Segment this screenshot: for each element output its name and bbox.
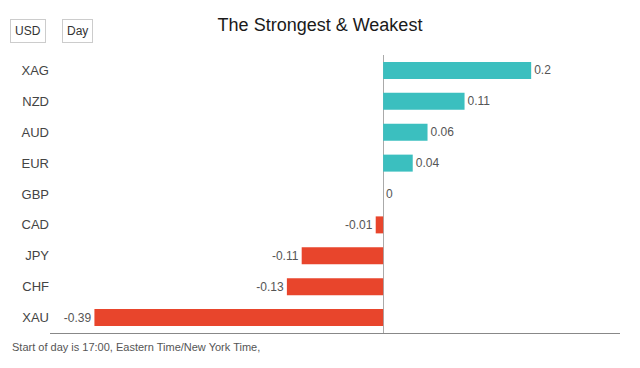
svg-text:NZD: NZD	[22, 94, 49, 109]
svg-text:-0.39: -0.39	[64, 311, 92, 325]
svg-text:AUD: AUD	[22, 125, 49, 140]
svg-text:Start of day is 17:00, Eastern: Start of day is 17:00, Eastern Time/New …	[12, 341, 260, 353]
svg-text:GBP: GBP	[22, 187, 49, 202]
svg-text:-0.13: -0.13	[256, 280, 284, 294]
svg-text:XAU: XAU	[22, 310, 49, 325]
svg-text:0.2: 0.2	[534, 63, 551, 77]
svg-text:CAD: CAD	[22, 217, 49, 232]
svg-text:XAG: XAG	[22, 63, 49, 78]
svg-text:JPY: JPY	[25, 248, 49, 263]
svg-text:EUR: EUR	[22, 156, 49, 171]
svg-text:0: 0	[386, 187, 393, 201]
svg-text:0.06: 0.06	[431, 125, 455, 139]
svg-text:USD: USD	[15, 24, 41, 38]
svg-text:0.11: 0.11	[468, 94, 491, 108]
svg-text:-0.11: -0.11	[272, 249, 299, 263]
svg-text:CHF: CHF	[22, 279, 49, 294]
svg-text:The Strongest & Weakest: The Strongest & Weakest	[218, 15, 423, 35]
svg-text:Day: Day	[67, 24, 88, 38]
svg-text:0.04: 0.04	[416, 156, 440, 170]
svg-text:-0.01: -0.01	[345, 218, 373, 232]
